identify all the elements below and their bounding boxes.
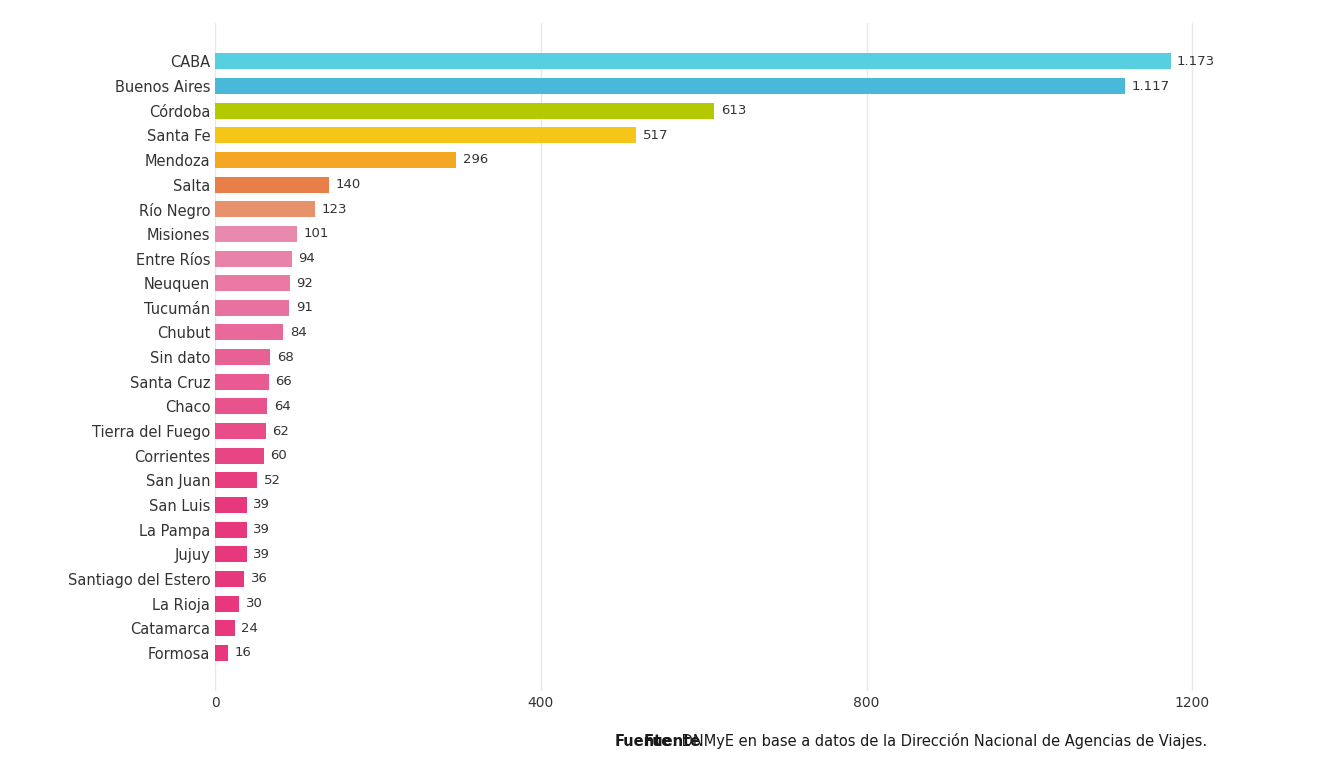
Bar [215, 300, 289, 316]
Text: 64: 64 [274, 400, 290, 413]
Bar [215, 472, 258, 488]
Text: 16: 16 [235, 647, 251, 659]
Bar [215, 571, 245, 587]
Text: 52: 52 [263, 474, 281, 487]
Text: 36: 36 [251, 572, 267, 585]
Text: 140: 140 [336, 178, 360, 191]
Text: 92: 92 [297, 276, 313, 290]
Bar [215, 595, 239, 611]
Text: 296: 296 [462, 154, 488, 167]
Bar [215, 127, 636, 144]
Bar [215, 78, 1125, 94]
Text: 94: 94 [298, 252, 314, 265]
Bar [215, 324, 284, 340]
Text: 24: 24 [241, 621, 258, 634]
Bar [215, 201, 316, 217]
Text: Fuente: Fuente [644, 733, 700, 749]
Bar [215, 177, 329, 193]
Text: 1.173: 1.173 [1177, 55, 1215, 68]
Text: 30: 30 [246, 597, 263, 610]
Text: 101: 101 [304, 227, 329, 240]
Text: Fuente: Fuente [614, 733, 672, 749]
Text: 66: 66 [276, 376, 292, 389]
Bar [215, 399, 267, 415]
Text: 60: 60 [270, 449, 288, 462]
Text: 39: 39 [253, 548, 270, 561]
Bar [215, 349, 270, 365]
Bar [215, 250, 292, 266]
Text: 84: 84 [290, 326, 306, 339]
Bar [215, 54, 1171, 69]
Bar [215, 423, 266, 439]
Bar [215, 546, 247, 562]
Bar [215, 103, 715, 119]
Text: 517: 517 [642, 129, 668, 142]
Bar [215, 275, 290, 291]
Bar [215, 448, 263, 464]
Text: : DNMyE en base a datos de la Dirección Nacional de Agencias de Viajes.: : DNMyE en base a datos de la Dirección … [672, 733, 1207, 749]
Text: 123: 123 [321, 203, 347, 216]
Text: 613: 613 [720, 104, 746, 118]
Bar [215, 152, 456, 168]
Bar [215, 621, 235, 636]
Text: 39: 39 [253, 523, 270, 536]
Text: 62: 62 [271, 425, 289, 438]
Text: 1.117: 1.117 [1132, 80, 1169, 93]
Bar [215, 645, 228, 660]
Bar [215, 497, 247, 513]
Text: 68: 68 [277, 351, 294, 363]
Bar [215, 521, 247, 538]
Bar [215, 374, 269, 390]
Bar [215, 226, 297, 242]
Text: 91: 91 [296, 301, 313, 314]
Text: 39: 39 [253, 498, 270, 511]
